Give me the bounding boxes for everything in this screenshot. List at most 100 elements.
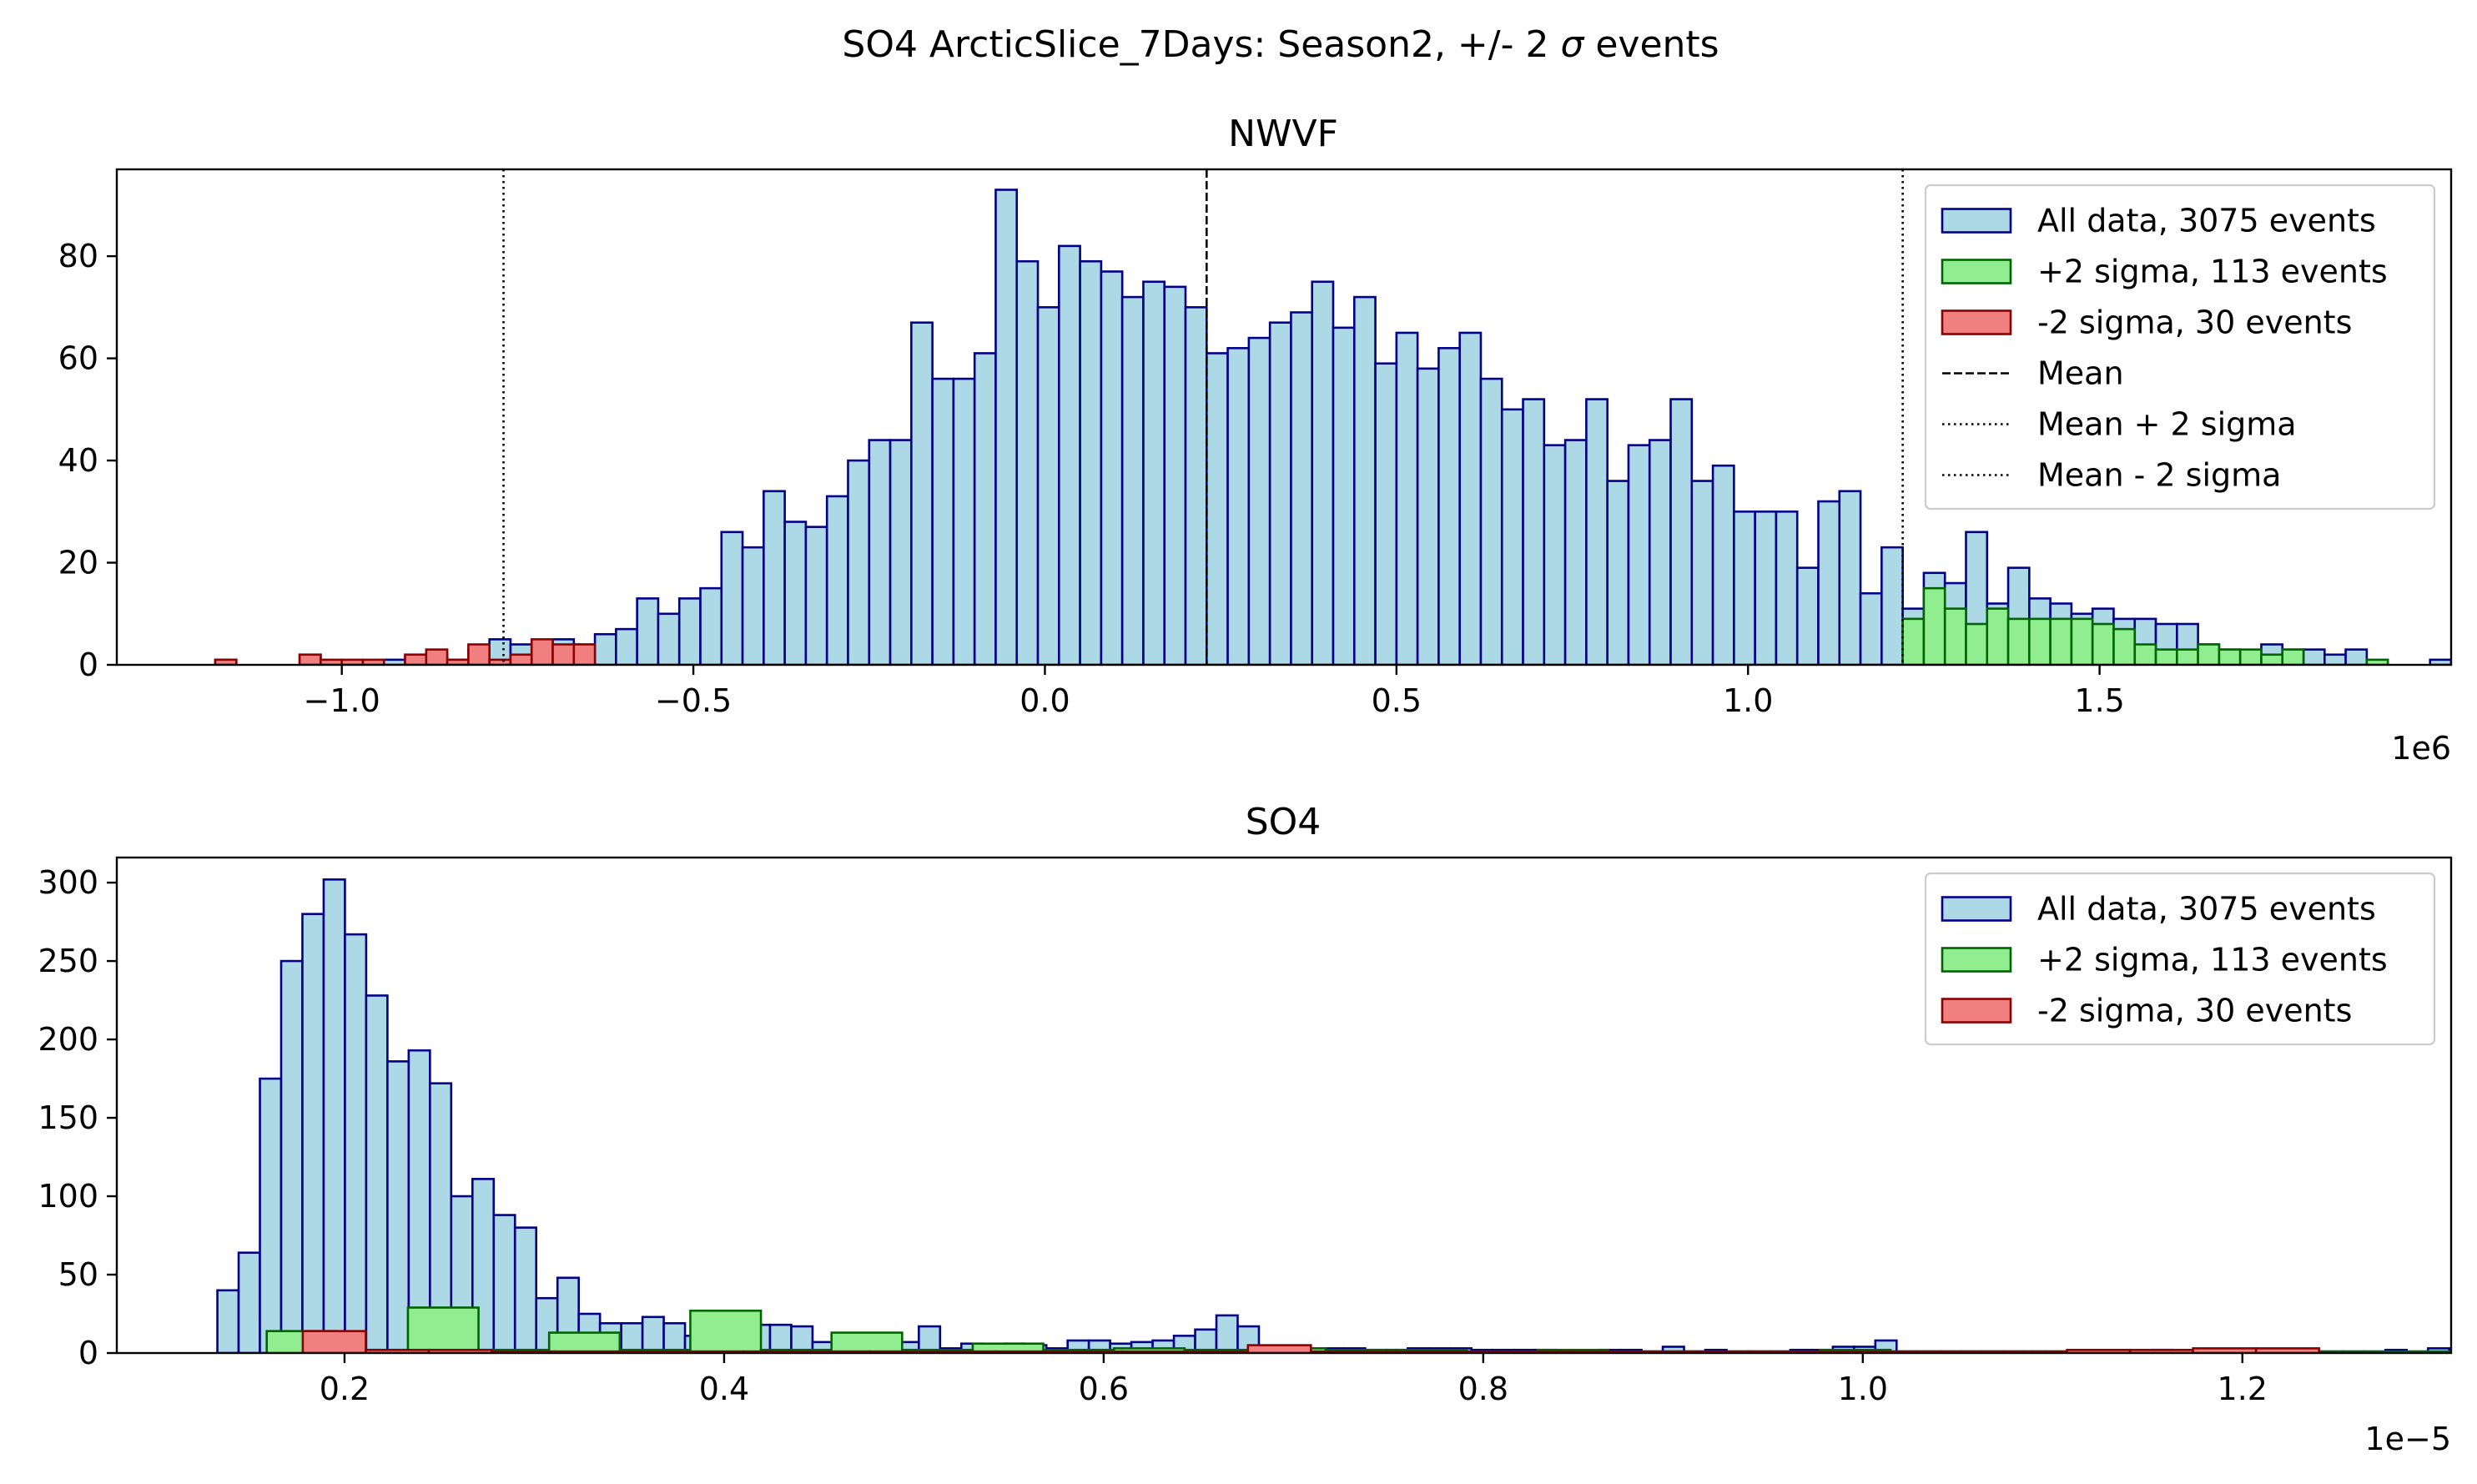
y-tick-label: 20 bbox=[58, 545, 98, 581]
legend-label: -2 sigma, 30 events bbox=[2037, 304, 2352, 341]
histogram-bar bbox=[1669, 398, 1694, 665]
histogram-bar bbox=[2049, 617, 2073, 665]
histogram-bar bbox=[2028, 617, 2052, 665]
histogram-bar bbox=[1775, 510, 1799, 665]
histogram-bar bbox=[1246, 1344, 1312, 1353]
subplot-title: SO4 bbox=[1246, 801, 1322, 843]
histogram-bar bbox=[259, 1077, 283, 1353]
figure-suptitle: SO4 ArcticSlice_7Days: Season2, +/- 2 σ … bbox=[842, 23, 1719, 66]
y-tick-label: 0 bbox=[78, 646, 98, 683]
histogram-bar bbox=[1215, 1314, 1239, 1353]
histogram-bar bbox=[1965, 622, 1989, 665]
histogram-bar bbox=[2176, 648, 2199, 665]
y-tick-label: 100 bbox=[38, 1178, 98, 1215]
histogram-bar bbox=[572, 643, 597, 665]
y-tick-label: 50 bbox=[58, 1256, 98, 1293]
histogram-bar bbox=[2281, 648, 2305, 665]
histogram-bar bbox=[1522, 398, 1546, 665]
histogram-bar bbox=[1585, 398, 1609, 665]
legend: All data, 3075 events +2 sigma, 113 event… bbox=[1924, 184, 2436, 511]
histogram-bar bbox=[1922, 586, 1946, 665]
x-tick-label: 0.6 bbox=[1079, 1371, 1129, 1407]
legend-label: +2 sigma, 113 events bbox=[2037, 942, 2388, 978]
histogram-bar bbox=[492, 1214, 516, 1353]
histogram-bar bbox=[2344, 648, 2369, 665]
histogram-bar bbox=[365, 994, 389, 1353]
histogram-bar bbox=[1079, 259, 1103, 665]
series-0 bbox=[214, 189, 2451, 665]
legend-swatch bbox=[1941, 259, 2012, 284]
histogram-bar bbox=[699, 586, 723, 665]
histogram-bar bbox=[1247, 336, 1271, 665]
x-tick-label: 1.5 bbox=[2074, 682, 2124, 719]
y-tick-label: 150 bbox=[38, 1099, 98, 1136]
series-2 bbox=[214, 638, 597, 665]
histogram-bar bbox=[1015, 259, 1040, 665]
histogram-bar bbox=[386, 1060, 410, 1353]
histogram-bar bbox=[1838, 490, 1862, 665]
histogram-bar bbox=[406, 1306, 480, 1353]
histogram-bar bbox=[830, 1331, 904, 1353]
histogram-bar bbox=[657, 612, 681, 665]
legend-frame bbox=[1924, 872, 2436, 1046]
histogram-bar bbox=[847, 459, 871, 665]
histogram-bar bbox=[509, 653, 533, 665]
histogram-bar bbox=[1374, 362, 1398, 665]
histogram-bar bbox=[322, 878, 346, 1353]
legend-swatch bbox=[1941, 208, 2012, 234]
histogram-bar bbox=[889, 439, 913, 665]
histogram-bar bbox=[615, 627, 638, 665]
legend-label: Mean - 2 sigma bbox=[2037, 457, 2281, 494]
histogram-bar bbox=[2070, 617, 2094, 665]
legend-label: All data, 3075 events bbox=[2037, 891, 2376, 928]
histogram-bar bbox=[1290, 311, 1314, 665]
histogram-bar bbox=[2260, 653, 2284, 665]
histogram-bar bbox=[344, 933, 368, 1353]
histogram-bar bbox=[404, 653, 428, 665]
histogram-bar bbox=[2238, 648, 2263, 665]
legend-swatch bbox=[1941, 998, 2012, 1024]
histogram-bar bbox=[1690, 480, 1714, 665]
histogram-bar bbox=[689, 1309, 763, 1353]
histogram-bar bbox=[1311, 280, 1335, 665]
histogram-bar bbox=[1205, 352, 1229, 665]
histogram-bar bbox=[216, 1289, 240, 1353]
histogram-bar bbox=[1901, 617, 1926, 665]
histogram-bar bbox=[931, 377, 955, 665]
histogram-bar bbox=[1268, 321, 1292, 665]
x-offset-label: 1e−5 bbox=[2364, 1421, 2451, 1457]
legend-swatch bbox=[1941, 947, 2012, 973]
histogram-bar bbox=[1817, 500, 1841, 665]
subplot-title: NWVF bbox=[1228, 113, 1338, 155]
histogram-bar bbox=[1648, 439, 1672, 665]
histogram-bar bbox=[1036, 306, 1060, 665]
histogram-bar bbox=[1437, 347, 1461, 665]
histogram-bar bbox=[298, 653, 322, 665]
x-tick-label: 0.0 bbox=[1019, 682, 1070, 719]
legend-swatch bbox=[1941, 309, 2012, 335]
legend-label: Mean + 2 sigma bbox=[2037, 406, 2297, 443]
x-tick-label: 0.8 bbox=[1458, 1371, 1508, 1407]
histogram-bar bbox=[1142, 280, 1166, 665]
histogram-bar bbox=[1058, 244, 1081, 665]
histogram-bar bbox=[1416, 367, 1440, 665]
histogram-bar bbox=[2091, 622, 2115, 665]
legend-label: -2 sigma, 30 events bbox=[2037, 993, 2352, 1029]
histogram-bar bbox=[1859, 591, 1883, 665]
x-tick-label: 0.2 bbox=[320, 1371, 370, 1407]
legend: All data, 3075 events +2 sigma, 113 event… bbox=[1924, 872, 2436, 1046]
histogram-bar bbox=[2448, 1350, 2451, 1353]
histogram-bar bbox=[768, 1323, 793, 1353]
histogram-bar bbox=[530, 638, 554, 665]
histogram-bar bbox=[593, 632, 617, 665]
x-tick-label: −1.0 bbox=[304, 682, 380, 719]
histogram-bar bbox=[467, 643, 491, 665]
x-tick-label: 1.0 bbox=[1723, 682, 1773, 719]
histogram-bar bbox=[636, 597, 660, 665]
histogram-bar bbox=[1479, 377, 1503, 665]
histogram-bar bbox=[741, 546, 765, 665]
legend-label: Mean bbox=[2037, 355, 2124, 392]
histogram-bar bbox=[620, 1321, 644, 1353]
